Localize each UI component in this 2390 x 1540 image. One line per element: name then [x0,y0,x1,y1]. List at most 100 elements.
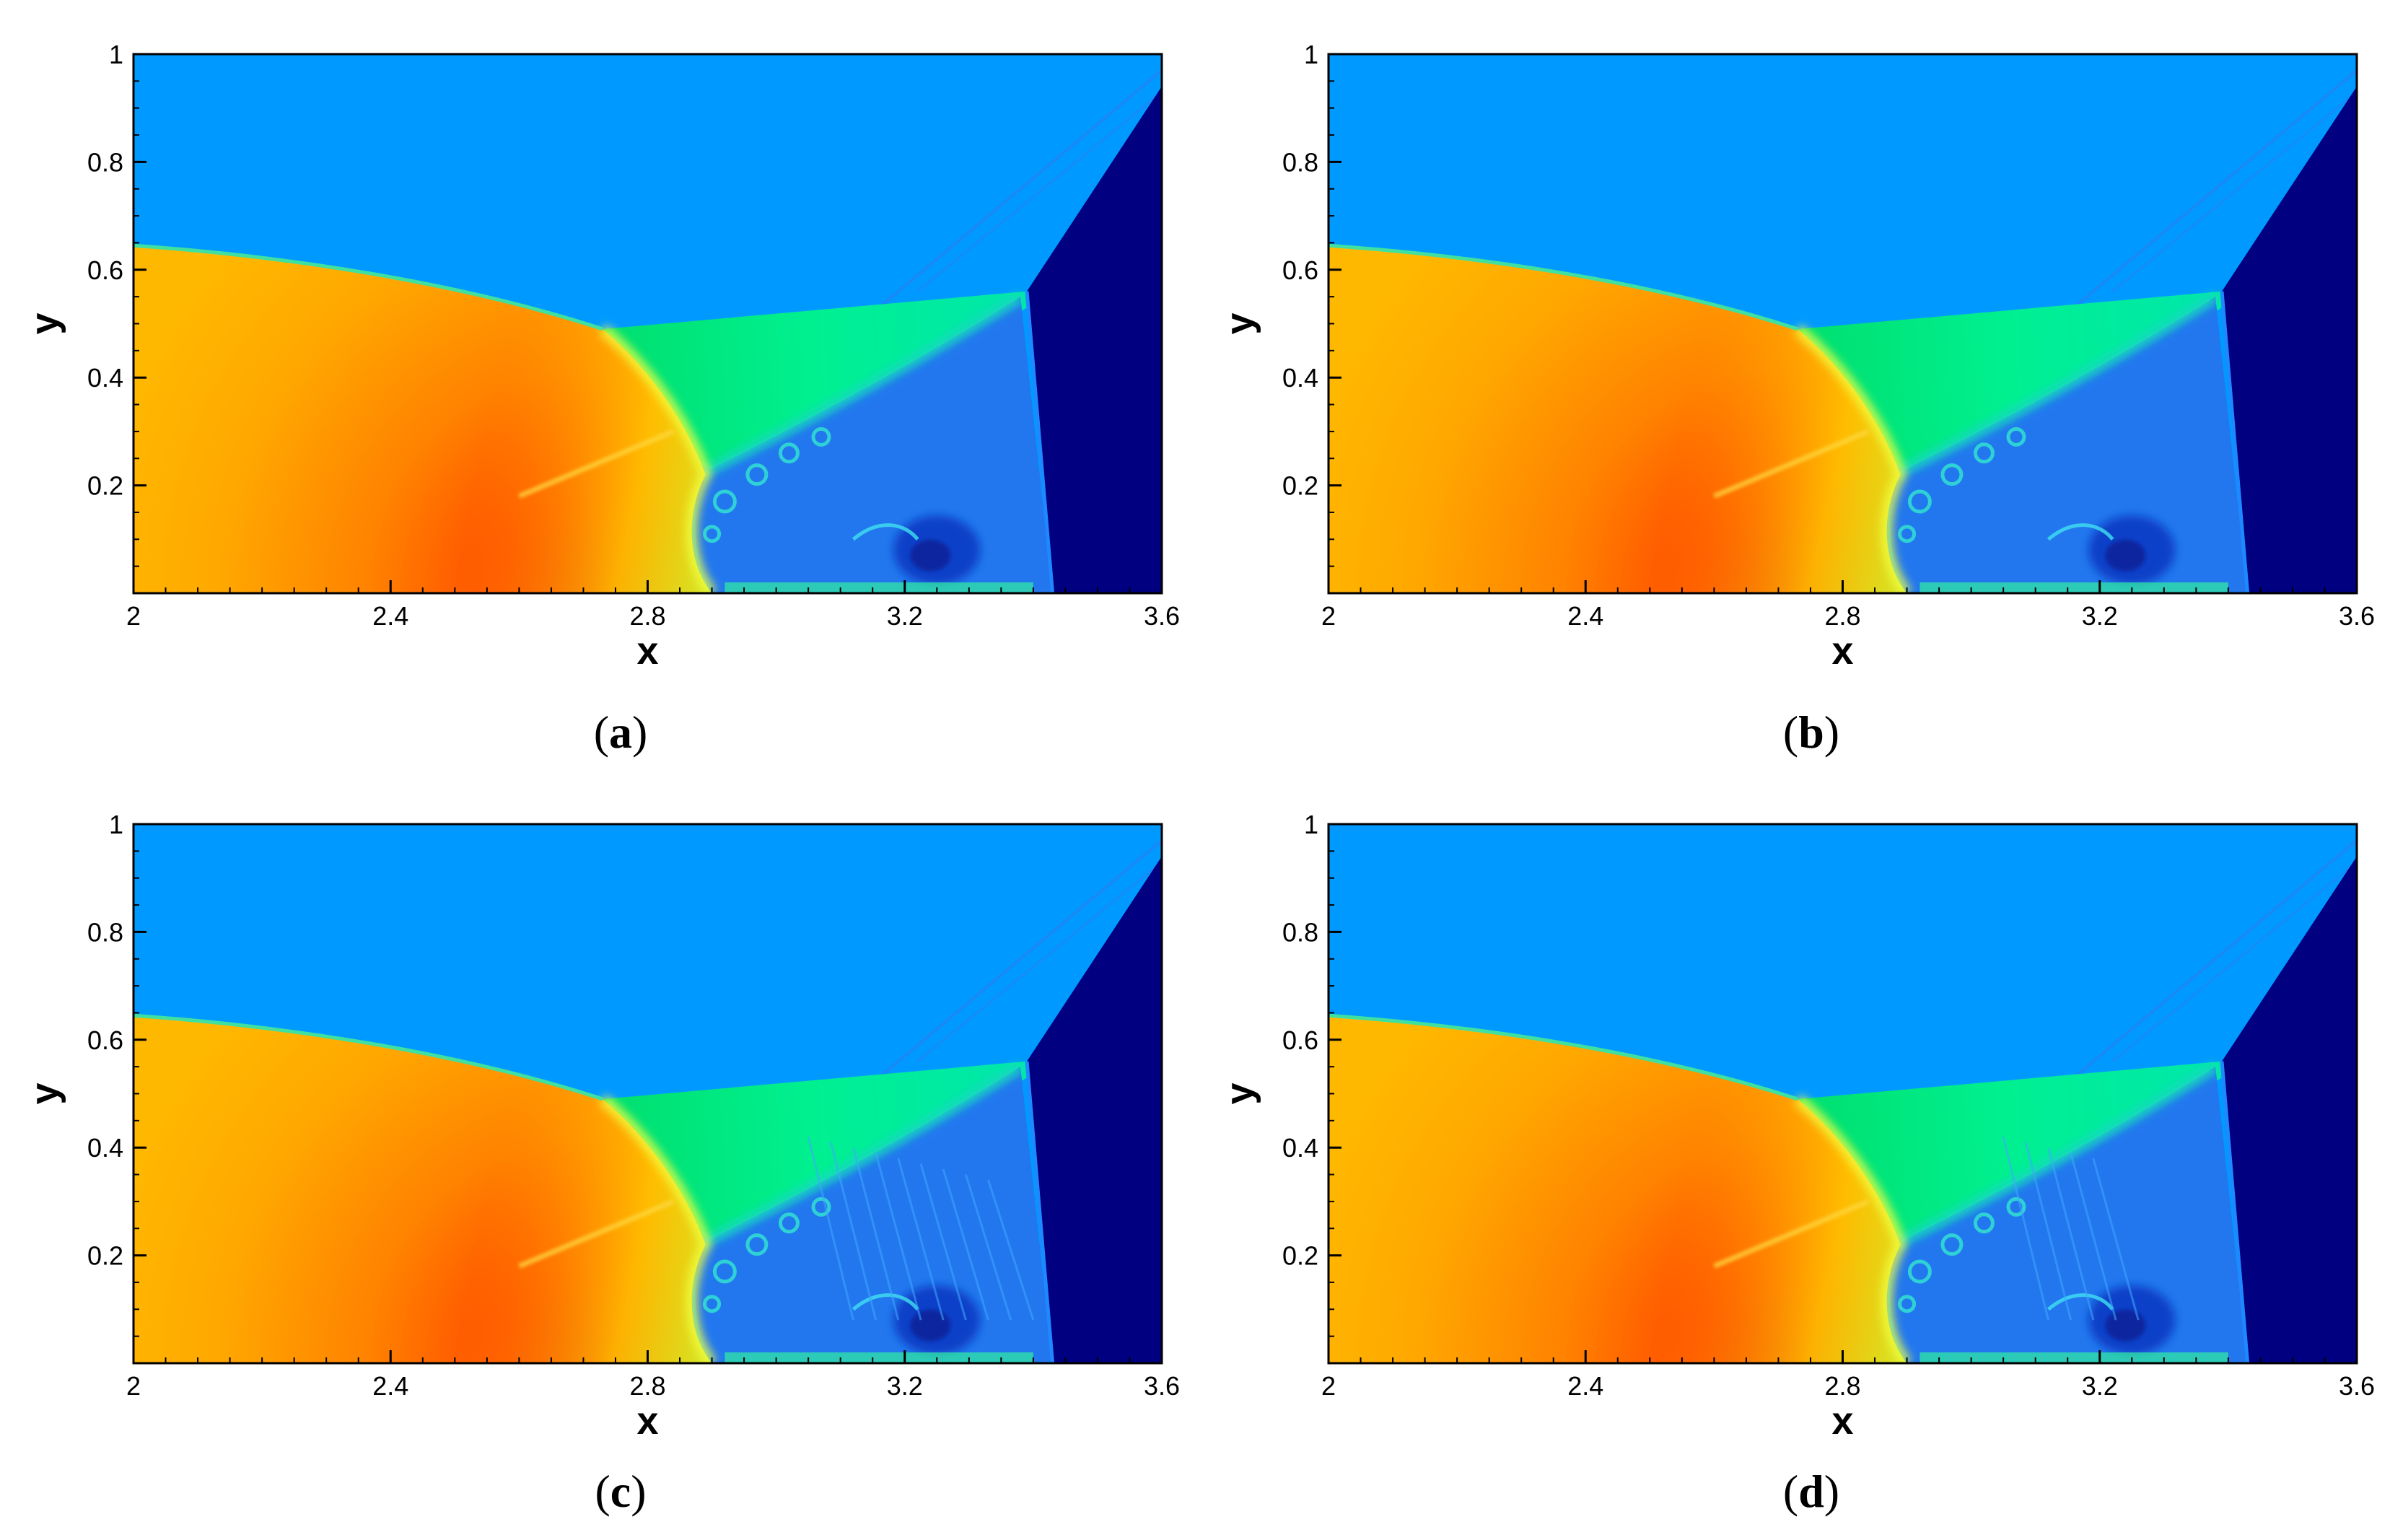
vortex-curl [811,1196,831,1217]
y-tick-label: 0.6 [87,1025,123,1055]
unshocked-region [2222,86,2357,593]
wall-layer [1920,582,2228,593]
caption-letter: d [1798,1466,1824,1517]
incident-shock [1025,1061,1055,1363]
y-tick-label: 0.2 [1282,471,1318,501]
internal-streak [518,429,675,499]
vortex-curl [2006,426,2026,447]
x-tick-label: 3.2 [2082,1371,2118,1401]
vortex-curl [745,1233,769,1256]
x-tick-label: 2.8 [629,601,665,631]
incident-shock [2220,1061,2250,1363]
shear-layer [696,1062,1023,1249]
panel-a: 2 2.4 2.8 3.2 3.6 0.2 0.4 0.6 0.8 1 x y [0,0,1191,770]
acoustic-wave [2047,1147,2095,1321]
caption-c: (c) [595,1466,647,1517]
y-tick-label: 0.8 [87,917,123,947]
oblique-wave [2111,91,2357,292]
vortex-arm [852,1293,919,1311]
contact-surface [1328,243,1798,331]
mixing-region [695,1067,1053,1363]
acoustic-wave [875,1152,922,1321]
caption-letter: b [1798,706,1824,758]
vortex-curl [703,525,722,543]
wall-layer [725,1352,1033,1363]
field-layers [1328,824,2357,1363]
shocked-wedge [603,1061,1027,1256]
acoustic-wave [807,1136,854,1321]
x-tick-label: 3.6 [2339,601,2375,631]
y-tick-label: 0.2 [87,1241,123,1271]
caption-letter: c [610,1466,631,1517]
acoustic-wave [919,1163,967,1321]
y-axis-label: y [1218,1082,1261,1104]
acoustic-wave [964,1174,1012,1321]
mixing-region [1890,1067,2248,1363]
y-tick-label: 0.4 [1282,1133,1318,1163]
y-tick-label: 0.8 [1282,147,1318,177]
unshocked-region [2222,856,2357,1363]
field-layers [1328,54,2357,593]
y-tick-label: 1 [1304,810,1318,839]
shock-front [599,1094,717,1363]
vortex-arm [2047,1293,2114,1311]
vortex-curl [2006,1196,2026,1217]
shear-layer [696,292,1023,479]
internal-streak [1713,1199,1870,1269]
x-tick-label: 2.8 [1824,1371,1860,1401]
vortex-curl [745,463,769,486]
mixing-region [695,297,1053,593]
incident-shock [2220,291,2250,593]
x-axis-label: x [1831,1399,1853,1443]
oblique-wave [2111,861,2357,1062]
shock-layer [133,1015,712,1363]
contact-surface [133,1013,603,1101]
y-tick-label: 0.4 [87,363,123,393]
wall-layer [1920,1352,2228,1363]
acoustic-wave [897,1158,945,1321]
x-tick-label: 2.8 [629,1371,665,1401]
panel-c: 2 2.4 2.8 3.2 3.6 0.2 0.4 0.6 0.8 1 x y [0,770,1191,1540]
field-layers [133,54,1162,593]
oblique-wave [839,839,1162,1111]
acoustic-wave [829,1142,877,1321]
heatmap-plot: 2 2.4 2.8 3.2 3.6 0.2 0.4 0.6 0.8 1 x y [23,810,1180,1443]
y-tick-label: 1 [109,810,123,839]
shock-front [1794,324,1912,593]
contact-surface [1328,1013,1798,1101]
vortex-curl [1973,1212,1995,1234]
contact-surface [133,243,603,331]
vortex-arm [852,523,919,541]
acoustic-wave [2070,1152,2117,1321]
incident-shock [1025,291,1055,593]
acoustic-wave [2024,1142,2072,1321]
x-tick-label: 2 [1321,1371,1336,1401]
x-tick-label: 2 [126,601,141,631]
acoustic-wave [2002,1136,2049,1321]
vortex-curl [1973,442,1995,464]
caption-a: (a) [593,706,648,758]
y-tick-label: 0.6 [1282,255,1318,285]
vortex-curl [1940,1233,1964,1256]
x-axis-label: x [636,1399,658,1443]
vortex-arm [2047,523,2114,541]
vortex-core [2105,1309,2146,1342]
shock-front [599,324,717,593]
x-tick-label: 3.2 [2082,601,2118,631]
vortex-curl [1940,463,1964,486]
shear-layer [1891,1062,2218,1249]
heatmap-plot: 2 2.4 2.8 3.2 3.6 0.2 0.4 0.6 0.8 1 x y [1218,40,2375,673]
caption-d: (d) [1782,1466,1840,1517]
x-tick-label: 3.6 [1144,1371,1180,1401]
unshocked-region [1027,856,1162,1363]
vortex-curl [1898,1295,1917,1313]
oblique-wave [2034,69,2357,341]
oblique-wave [2034,839,2357,1111]
field-layers [133,824,1162,1363]
unshocked-region [1027,86,1162,593]
heatmap-plot: 2 2.4 2.8 3.2 3.6 0.2 0.4 0.6 0.8 1 x y [1218,810,2375,1443]
vortex-curl [811,426,831,447]
x-tick-label: 3.2 [887,1371,923,1401]
y-tick-label: 0.6 [1282,1025,1318,1055]
caption-letter: a [609,706,632,758]
